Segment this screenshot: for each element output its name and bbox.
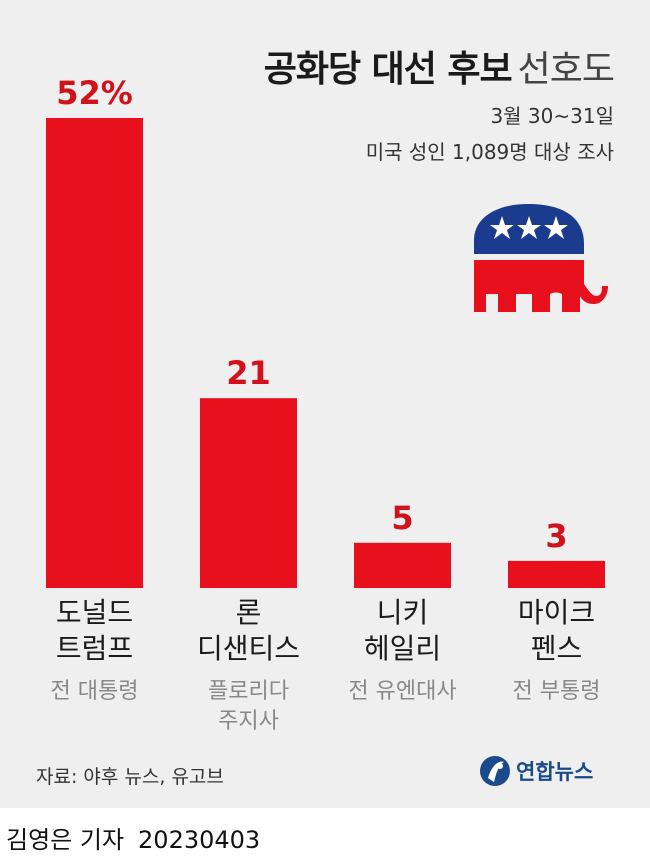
source-note: 자료: 야후 뉴스, 유고브 xyxy=(36,766,224,788)
category-role-1-1: 주지사 xyxy=(218,709,279,734)
bar-2 xyxy=(354,542,451,588)
category-name-2-0: 니키 xyxy=(377,596,429,629)
title-light: 선호도 xyxy=(517,49,615,90)
brand-logo: 연합뉴스 xyxy=(478,754,593,788)
category-name-1-1: 디샌티스 xyxy=(197,632,300,665)
category-role-2-0: 전 유엔대사 xyxy=(348,679,456,704)
value-label-3: 3 xyxy=(545,517,567,555)
byline: 김영은 기자 20230403 xyxy=(6,820,260,855)
value-label-0: 52% xyxy=(56,74,133,112)
category-name-1-0: 론 xyxy=(236,596,262,629)
date-range: 3월 30~31일 xyxy=(490,104,614,128)
publish-date: 20230403 xyxy=(138,826,261,854)
brand-name: 연합뉴스 xyxy=(516,760,594,784)
bar-0 xyxy=(46,118,143,588)
chart-title: 공화당 대선 후보 선호도 xyxy=(263,40,615,92)
reporter-name: 김영은 기자 xyxy=(6,826,125,854)
category-name-3-0: 마이크 xyxy=(518,596,595,629)
value-label-1: 21 xyxy=(226,354,271,392)
survey-info: 미국 성인 1,089명 대상 조사 xyxy=(365,140,614,164)
category-role-1-0: 플로리다 xyxy=(208,679,289,704)
category-role-0-0: 전 대통령 xyxy=(51,679,139,704)
title-bold: 공화당 대선 후보 xyxy=(263,49,513,90)
category-name-0-1: 트럼프 xyxy=(56,632,133,665)
republican-elephant-icon xyxy=(474,204,608,312)
value-label-2: 5 xyxy=(391,499,413,537)
category-name-0-0: 도널드 xyxy=(56,596,133,629)
bar-3 xyxy=(508,560,605,588)
category-role-3-0: 전 부통령 xyxy=(513,679,601,704)
infographic-panel: 공화당 대선 후보 선호도 3월 30~31일 미국 성인 1,089명 대상 조… xyxy=(0,0,650,808)
bar-1 xyxy=(200,398,297,588)
yonhap-globe-icon xyxy=(480,756,510,786)
category-name-2-1: 헤일리 xyxy=(364,632,441,665)
category-name-3-1: 펜스 xyxy=(531,632,583,665)
